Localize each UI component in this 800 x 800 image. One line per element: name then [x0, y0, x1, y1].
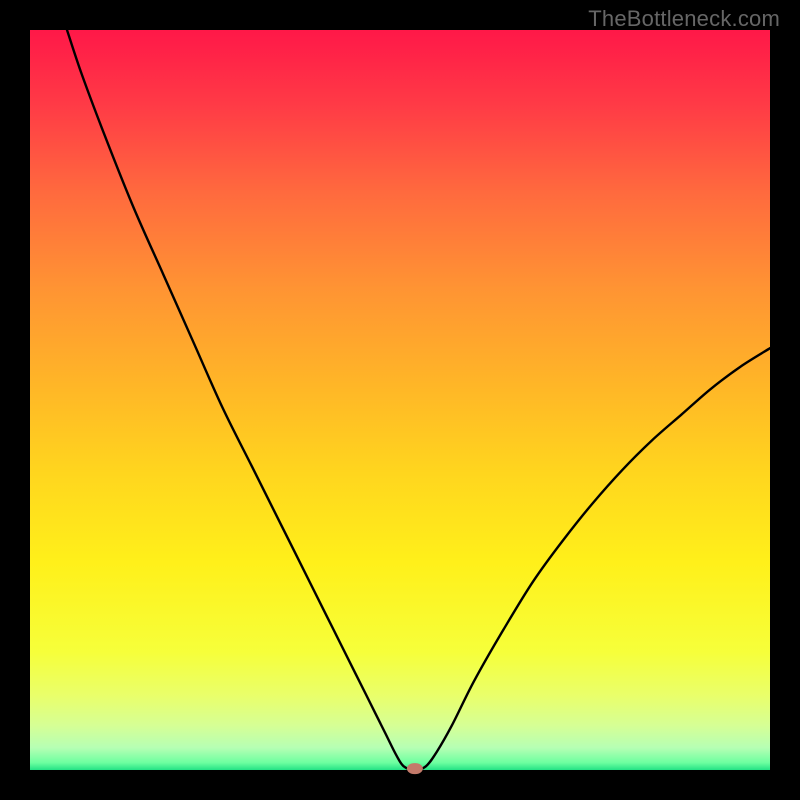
optimal-point-marker [407, 763, 423, 775]
curve-path [67, 30, 770, 770]
watermark-text: TheBottleneck.com [588, 6, 780, 32]
chart-container: TheBottleneck.com [0, 0, 800, 800]
plot-area [30, 30, 770, 770]
bottleneck-curve [30, 30, 770, 770]
